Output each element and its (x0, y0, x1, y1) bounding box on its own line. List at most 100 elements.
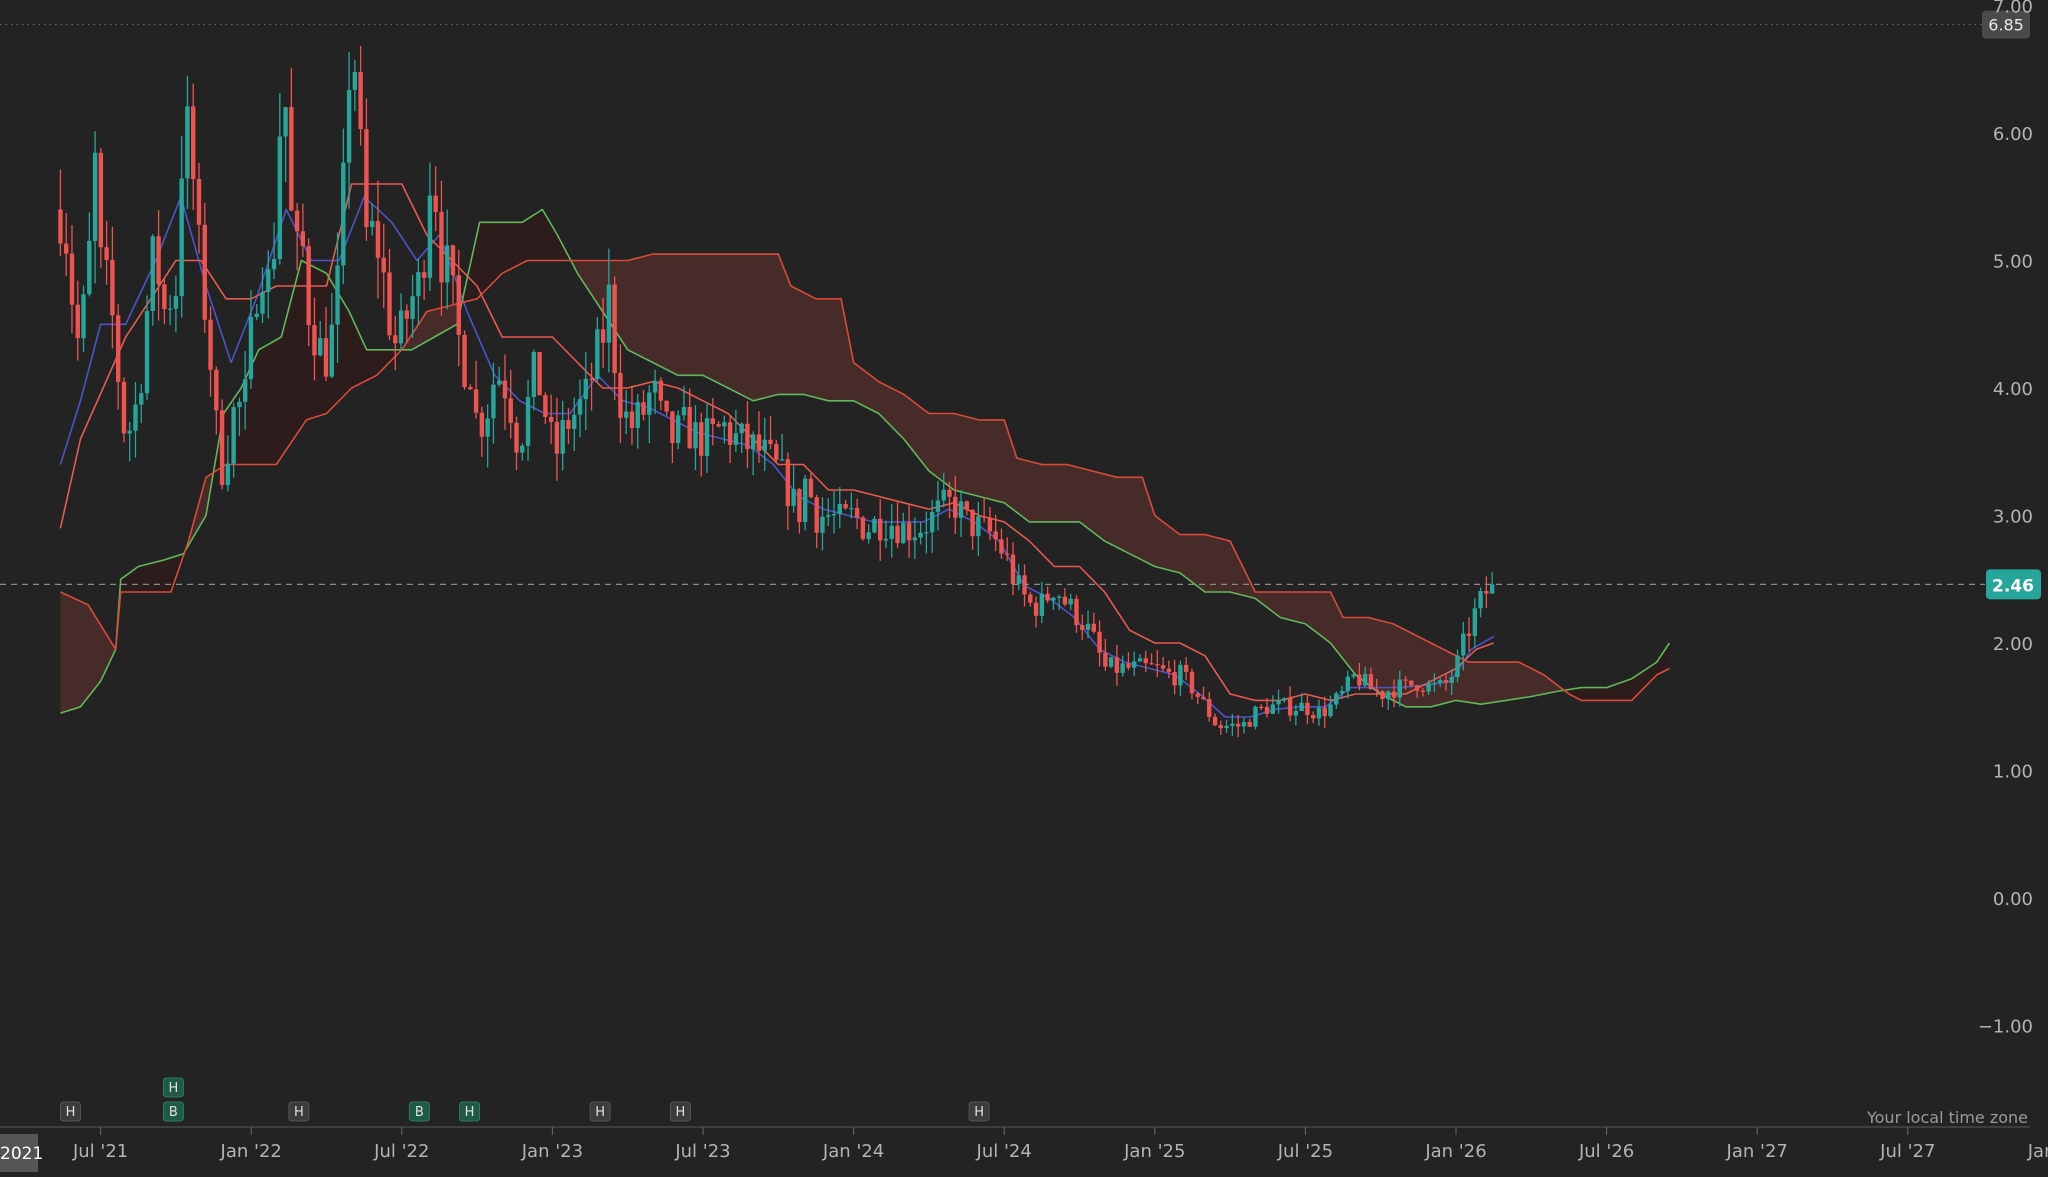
event-marker[interactable]: H (459, 1101, 481, 1122)
event-marker[interactable]: H (968, 1101, 990, 1122)
event-marker[interactable]: B (408, 1101, 430, 1122)
timezone-note[interactable]: Your local time zone (1866, 1108, 2028, 1127)
candle (1062, 588, 1068, 607)
event-marker[interactable]: H (59, 1101, 81, 1122)
candle (144, 295, 150, 401)
current-price-label: 2.46 (1992, 576, 2034, 596)
candle (1137, 653, 1143, 662)
candle (1166, 660, 1172, 679)
x-tick-label: Jul '21 (72, 1141, 128, 1162)
candle (577, 379, 583, 438)
candle (1391, 679, 1397, 708)
event-marker[interactable]: H (669, 1101, 691, 1122)
candle (416, 258, 421, 326)
current-price-badge[interactable]: 2.46 (1986, 569, 2041, 600)
candle (548, 394, 554, 444)
candle (1386, 689, 1391, 710)
event-marker[interactable]: B (162, 1101, 184, 1122)
indicator-line-4 (60, 253, 1670, 702)
candle (514, 416, 519, 471)
candle (1397, 670, 1402, 707)
candle (98, 147, 104, 268)
candle (964, 500, 970, 516)
candle (687, 388, 692, 449)
candle (953, 475, 958, 535)
candle (779, 433, 785, 462)
candle (722, 415, 727, 444)
candle (300, 203, 306, 257)
candle (652, 369, 658, 415)
candle (335, 232, 340, 363)
candle (1010, 542, 1016, 596)
high-price-badge[interactable]: 6.85 (1982, 10, 2030, 39)
candle (837, 487, 842, 529)
candle (248, 290, 254, 389)
candle (583, 352, 588, 431)
candle (1380, 690, 1385, 708)
candle (1195, 692, 1200, 705)
candle (254, 304, 259, 320)
candle (1437, 677, 1443, 687)
candle (456, 249, 461, 367)
y-tick-label: 4.00 (1993, 379, 2033, 400)
candle (543, 392, 548, 425)
candle (462, 330, 467, 390)
candle (641, 390, 646, 421)
candle (1293, 704, 1299, 726)
candle (156, 210, 161, 321)
candle (277, 93, 283, 265)
candle (912, 517, 918, 560)
candle (883, 520, 889, 548)
candle (572, 397, 577, 451)
candle (600, 297, 606, 368)
candle (820, 497, 825, 551)
y-axis[interactable]: 7.00 6.00 5.00 4.00 3.00 2.00 1.00 0.00 −1.00 (1978, 0, 2033, 1038)
candle (1276, 689, 1281, 714)
candle (612, 276, 617, 401)
x-tick-label: Jan '25 (1123, 1141, 1185, 1162)
candle (1103, 638, 1108, 671)
candle (64, 213, 69, 276)
candle (121, 377, 127, 443)
candle (196, 162, 202, 254)
x-axis[interactable]: Jul '21 Jan '22 Jul '22 Jan '23 Jul '23 Jan '… (0, 1126, 2048, 1172)
candle (831, 490, 837, 534)
x-tick-label: Jul '26 (1578, 1141, 1634, 1162)
candle (993, 514, 998, 552)
candle (785, 452, 791, 531)
candle (849, 492, 854, 519)
candle (1484, 576, 1489, 608)
cloud-segment-bear (60, 592, 119, 714)
candle (618, 344, 623, 443)
x-tick-label: Jan '27 (1726, 1141, 1788, 1162)
event-marker[interactable]: H (288, 1101, 310, 1122)
event-marker[interactable]: H (589, 1101, 611, 1122)
cloud-segment-bear (404, 301, 462, 350)
candle (1305, 695, 1310, 725)
candle (1443, 674, 1449, 691)
reference-lines: 6.85 2.46 (0, 10, 2041, 600)
candle (1235, 714, 1241, 738)
candle (878, 499, 883, 562)
candle (352, 59, 358, 112)
candle (1218, 720, 1224, 735)
candle (346, 51, 352, 209)
event-marker-label: H (168, 1081, 178, 1096)
candle (485, 404, 490, 468)
candle (635, 394, 640, 449)
x-tick-label: Jan '23 (521, 1141, 583, 1162)
candle (1033, 596, 1039, 628)
event-marker[interactable]: H (162, 1077, 184, 1098)
x-tick-label: Jul '24 (976, 1141, 1032, 1162)
candle (1432, 673, 1437, 693)
candle (1299, 693, 1304, 712)
candle (699, 412, 704, 477)
candle (1091, 612, 1097, 634)
candle (531, 349, 537, 411)
candle (589, 362, 594, 411)
candle (1212, 713, 1218, 727)
candle (1310, 711, 1316, 724)
candle (1224, 719, 1229, 733)
candle (179, 136, 184, 318)
